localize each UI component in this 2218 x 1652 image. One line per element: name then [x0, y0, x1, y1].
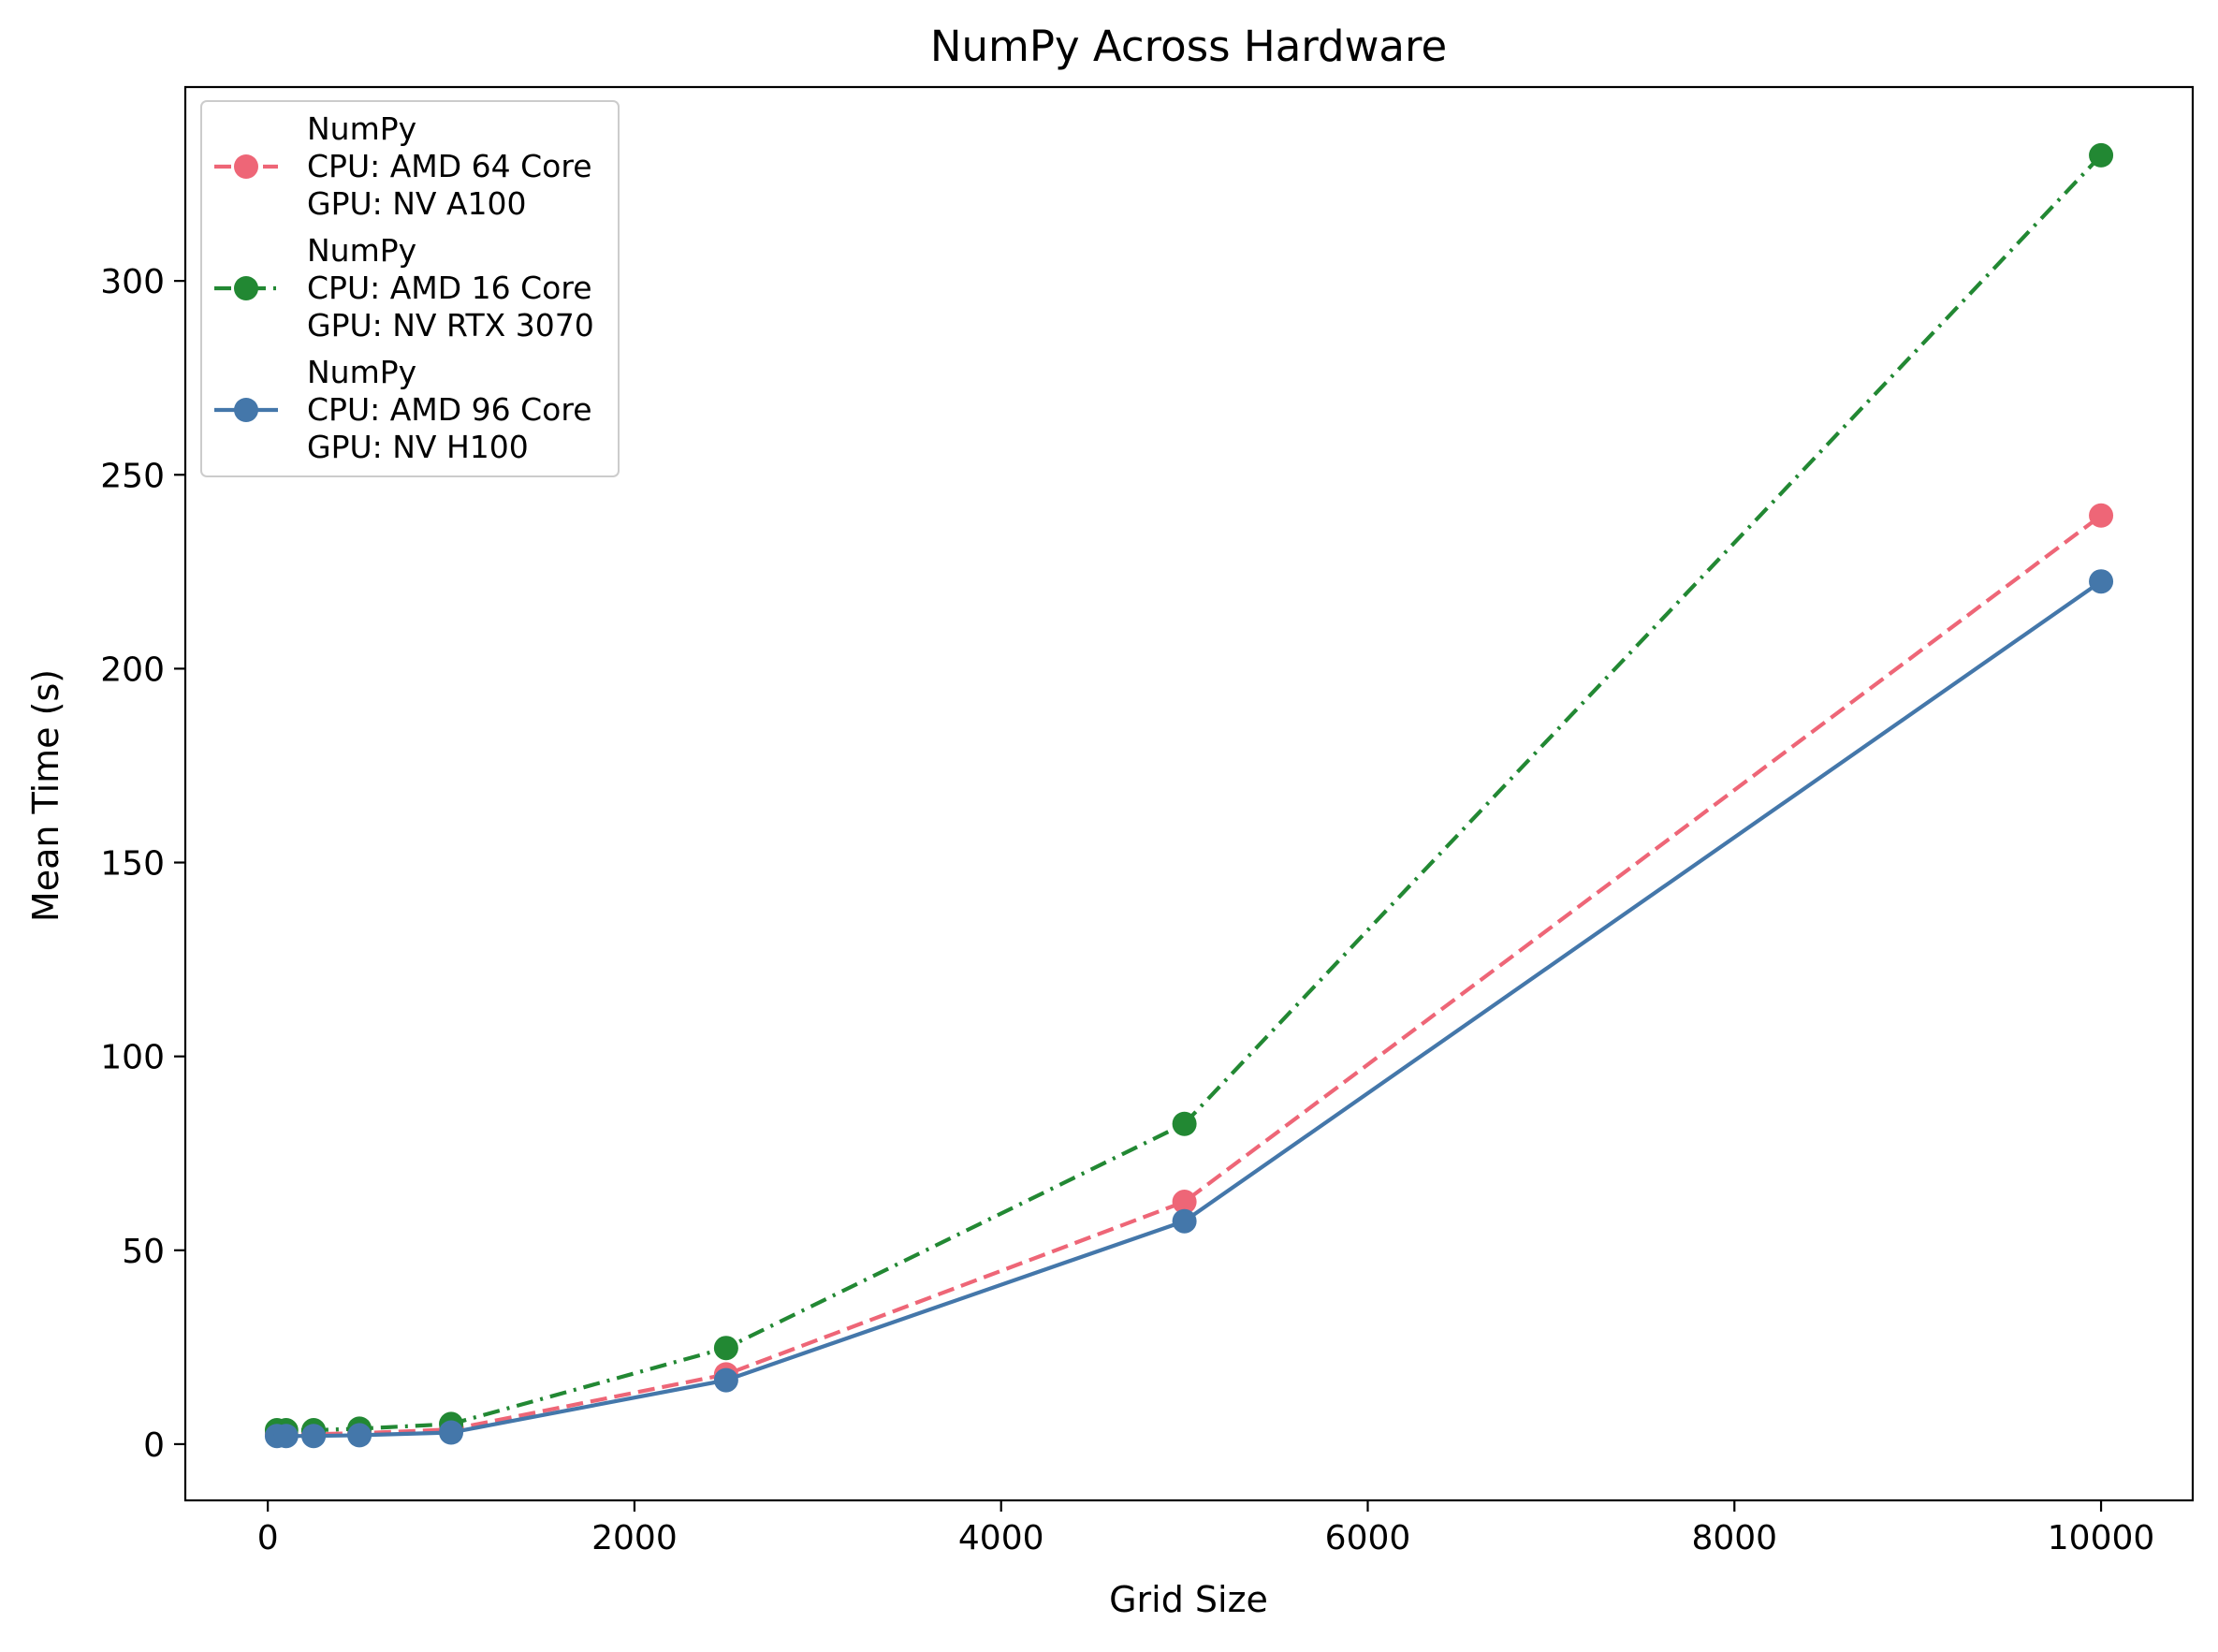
series-3-point: [1172, 1208, 1197, 1234]
legend-box: [200, 100, 620, 477]
y-tick-label: 150: [100, 845, 165, 884]
x-tick-label: 0: [257, 1519, 279, 1557]
x-tick-label: 4000: [958, 1519, 1044, 1557]
series-3-point: [713, 1367, 738, 1393]
series-1-point: [1172, 1190, 1197, 1215]
legend-marker: [234, 154, 258, 179]
legend-marker: [234, 276, 258, 300]
legend-label: GPU: NV RTX 3070: [307, 307, 594, 344]
y-axis-title: Mean Time (s): [25, 669, 66, 922]
plot-area: [264, 142, 2114, 1449]
y-tick-label: 300: [100, 263, 165, 301]
x-axis-title: Grid Size: [1109, 1579, 1268, 1620]
series-3-line: [276, 579, 2103, 1439]
series-1: [264, 503, 2114, 1447]
series-1-point: [2089, 503, 2114, 528]
y-tick-label: 100: [100, 1039, 165, 1077]
series-3-point: [439, 1420, 464, 1445]
y-tick-label: 250: [100, 457, 165, 495]
chart-title: NumPy Across Hardware: [930, 22, 1447, 71]
series-2-point: [2089, 142, 2114, 168]
legend-label: CPU: AMD 64 Core: [307, 148, 592, 184]
series-2-point: [713, 1336, 738, 1361]
series-3-point: [347, 1423, 372, 1448]
series-3: [264, 569, 2114, 1449]
legend-label: CPU: AMD 16 Core: [307, 270, 592, 306]
legend-label: NumPy: [307, 232, 416, 269]
legend-marker: [234, 398, 258, 422]
legend-label: CPU: AMD 96 Core: [307, 391, 592, 428]
series-3-point: [2089, 569, 2114, 594]
x-tick-label: 10000: [2048, 1519, 2155, 1557]
axes-frame: [183, 85, 2195, 1502]
x-tick-label: 8000: [1691, 1519, 1777, 1557]
legend-label: GPU: NV H100: [307, 429, 529, 465]
y-tick-label: 0: [143, 1426, 165, 1465]
legend-label: GPU: NV A100: [307, 185, 527, 222]
series-2-point: [1172, 1111, 1197, 1136]
legend-label: NumPy: [307, 354, 416, 390]
series-1-line: [276, 514, 2103, 1437]
legend-label: NumPy: [307, 110, 416, 147]
y-tick-label: 200: [100, 651, 165, 689]
axes: 0 2000 4000 6000 8000 10000 0 50 100 150 200 250 300: [100, 85, 2195, 1557]
series-3-point: [301, 1424, 327, 1449]
y-tick-label: 50: [122, 1233, 165, 1271]
x-tick-label: 2000: [591, 1519, 678, 1557]
x-tick-label: 6000: [1325, 1519, 1411, 1557]
series-3-point: [273, 1424, 299, 1449]
